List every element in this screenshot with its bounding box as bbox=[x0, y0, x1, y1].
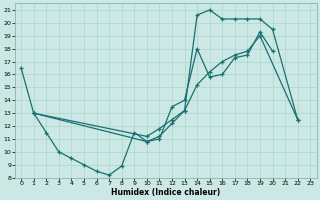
X-axis label: Humidex (Indice chaleur): Humidex (Indice chaleur) bbox=[111, 188, 220, 197]
